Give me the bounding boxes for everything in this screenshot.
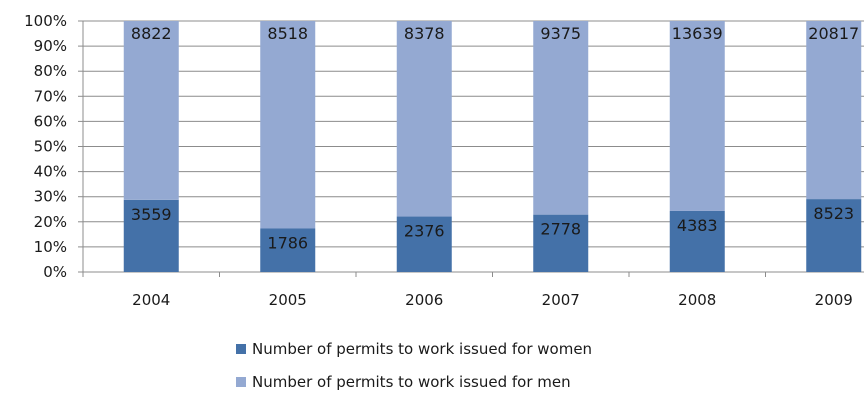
bar-women-2006 bbox=[396, 216, 452, 272]
y-tick-label: 60% bbox=[34, 112, 67, 130]
y-tick-label: 10% bbox=[34, 238, 67, 256]
bars bbox=[123, 21, 862, 272]
y-tick-label: 90% bbox=[34, 37, 67, 55]
y-tick-label: 0% bbox=[43, 263, 67, 281]
x-tick-label-2005: 2005 bbox=[269, 291, 307, 309]
bar-men-2008 bbox=[669, 21, 725, 211]
y-tick-label: 20% bbox=[34, 213, 67, 231]
y-tick-label: 40% bbox=[34, 163, 67, 181]
data-label-women-2007: 2778 bbox=[540, 220, 581, 239]
x-tick-label-2006: 2006 bbox=[405, 291, 443, 309]
axes: 0% 10% 20% 30% 40% 50% 60% 70% 80% 90% 100% 2004 200… bbox=[24, 12, 864, 309]
data-label-men-2005: 8518 bbox=[267, 24, 308, 43]
x-tick-label-2009: 2009 bbox=[815, 291, 853, 309]
bar-women-2005 bbox=[260, 228, 316, 272]
y-tick-label: 30% bbox=[34, 188, 67, 206]
data-label-women-2008: 4383 bbox=[677, 216, 718, 235]
x-tick-label-2008: 2008 bbox=[678, 291, 716, 309]
legend-label-women: Number of permits to work issued for wom… bbox=[252, 340, 593, 358]
x-tick-label-2007: 2007 bbox=[542, 291, 580, 309]
data-label-men-2009: 20817 bbox=[808, 24, 859, 43]
bar-women-2009 bbox=[806, 199, 862, 272]
data-label-women-2004: 3559 bbox=[131, 205, 172, 224]
data-labels: 3559 8822 1786 8518 2376 8378 2778 9375 4383 1363… bbox=[131, 24, 859, 252]
x-tick-label-2004: 2004 bbox=[132, 291, 170, 309]
data-label-women-2005: 1786 bbox=[267, 233, 308, 252]
data-label-men-2004: 8822 bbox=[131, 24, 172, 43]
bar-women-2008 bbox=[669, 210, 725, 272]
data-label-men-2006: 8378 bbox=[404, 24, 445, 43]
legend-label-men: Number of permits to work issued for men bbox=[252, 373, 571, 391]
bar-men-2009 bbox=[806, 21, 862, 200]
bar-men-2005 bbox=[260, 21, 316, 229]
data-label-men-2008: 13639 bbox=[672, 24, 723, 43]
bar-women-2004 bbox=[123, 199, 179, 272]
legend-swatch-men bbox=[236, 377, 246, 387]
y-tick-label: 50% bbox=[34, 138, 67, 156]
y-tick-label: 100% bbox=[24, 12, 67, 30]
legend-item-men: Number of permits to work issued for men bbox=[236, 373, 571, 391]
bar-men-2007 bbox=[533, 21, 589, 215]
data-label-women-2009: 8523 bbox=[813, 204, 854, 223]
data-label-women-2006: 2376 bbox=[404, 222, 445, 241]
y-tick-label: 80% bbox=[34, 62, 67, 80]
bar-men-2004 bbox=[123, 21, 179, 200]
bar-men-2006 bbox=[396, 21, 452, 217]
gridlines bbox=[83, 20, 864, 248]
bar-women-2007 bbox=[533, 214, 589, 272]
legend-swatch-women bbox=[236, 344, 246, 354]
y-tick-label: 70% bbox=[34, 87, 67, 105]
legend-item-women: Number of permits to work issued for wom… bbox=[236, 340, 592, 358]
data-label-men-2007: 9375 bbox=[540, 24, 581, 43]
